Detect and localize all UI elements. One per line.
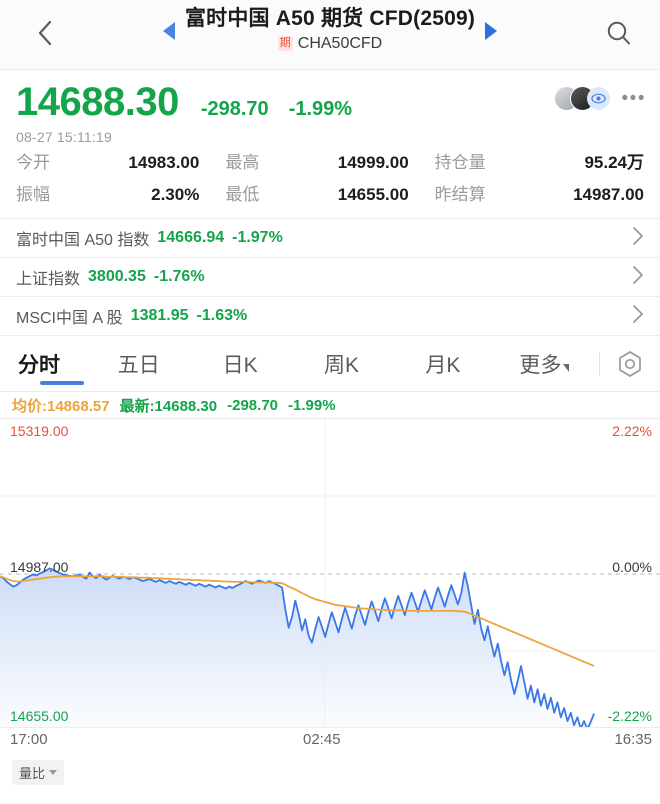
- chart-avg-price: 均价:14868.57: [12, 397, 110, 415]
- index-percent: -1.76%: [153, 268, 205, 285]
- intraday-chart[interactable]: 15319.00 2.22% 14987.00 0.00% 14655.00 -…: [0, 418, 660, 728]
- stat-label: 昨结算: [434, 184, 486, 204]
- price-change: -298.70: [200, 98, 269, 120]
- stat-open-interest: 持仓量 95.24万: [435, 148, 644, 173]
- index-name: 上证指数: [16, 271, 81, 288]
- eye-glyph-icon: [590, 93, 606, 104]
- symbol-line: 期 CHA50CFD: [0, 34, 660, 54]
- y-axis-max-pct: 2.22%: [612, 423, 652, 439]
- stat-value: 2.30%: [151, 184, 200, 204]
- y-axis-min-pct: -2.22%: [607, 708, 652, 724]
- app-header: 富时中国 A50 期货 CFD(2509) 期 CHA50CFD: [0, 0, 660, 70]
- stat-value: 14999.00: [337, 152, 409, 172]
- stat-low: 最低 14655.00: [225, 180, 434, 205]
- more-dots-icon[interactable]: •••: [621, 87, 646, 109]
- price-change-percent: -1.99%: [288, 98, 353, 120]
- gear-hex-icon: [619, 350, 641, 377]
- chevron-left-icon: [38, 20, 52, 46]
- index-row-msci[interactable]: MSCI中国 A 股 1381.95 -1.63%: [0, 297, 660, 336]
- chart-info-line: 均价:14868.57 最新:14688.30 -298.70 -1.99%: [0, 392, 660, 418]
- chart-canvas: [0, 419, 660, 727]
- index-value: 3800.35: [88, 268, 146, 285]
- y-axis-mid-pct: 0.00%: [612, 559, 652, 575]
- symbol-code: CHA50CFD: [297, 35, 383, 52]
- stat-high: 最高 14999.00: [225, 148, 434, 173]
- tab-five-day[interactable]: 五日: [117, 353, 160, 377]
- divider: [599, 351, 601, 376]
- price-area: [0, 568, 594, 727]
- x-axis: 17:00 02:45 16:35: [0, 728, 660, 754]
- quote-timestamp: 08-27 15:11:19: [16, 129, 112, 145]
- x-tick-middle: 02:45: [303, 731, 341, 748]
- stat-label: 最低: [225, 184, 260, 204]
- x-tick-start: 17:00: [10, 731, 48, 748]
- chart-tabs: 分时 五日 日K 周K 月K 更多: [0, 336, 660, 392]
- tab-weekly-k[interactable]: 周K: [324, 353, 360, 377]
- y-axis-min-price: 14655.00: [10, 708, 69, 724]
- quote-block: 14688.30 -298.70 -1.99% 08-27 15:11:19 •…: [0, 70, 660, 145]
- index-value: 1381.95: [130, 307, 189, 324]
- index-percent: -1.63%: [196, 307, 248, 324]
- index-percent: -1.97%: [232, 229, 283, 246]
- quote-actions: •••: [553, 86, 646, 111]
- caret-down-icon: [563, 363, 570, 372]
- tab-more[interactable]: 更多: [494, 336, 595, 392]
- search-icon: [607, 21, 630, 45]
- stat-value: 95.24万: [584, 152, 644, 172]
- tab-monthly-k[interactable]: 月K: [425, 353, 461, 377]
- stat-label: 今开: [16, 152, 50, 172]
- index-value: 14666.94: [157, 229, 225, 246]
- index-name: 富时中国 A50 指数: [16, 232, 150, 249]
- stats-grid: 今开 14983.00 最高 14999.00 持仓量 95.24万 振幅 2.…: [0, 142, 660, 219]
- index-row-a50[interactable]: 富时中国 A50 指数 14666.94 -1.97%: [0, 219, 660, 258]
- chevron-right-icon: [632, 304, 644, 329]
- stat-open: 今开 14983.00: [16, 148, 225, 173]
- title-block: 富时中国 A50 期货 CFD(2509) 期 CHA50CFD: [0, 6, 660, 54]
- next-symbol-button[interactable]: [485, 22, 497, 40]
- eye-watch-icon[interactable]: [586, 87, 610, 110]
- tab-more-label: 更多: [519, 353, 562, 377]
- tab-daily-k[interactable]: 日K: [222, 353, 258, 377]
- average-line: [0, 575, 595, 667]
- chart-settings-button[interactable]: [604, 350, 656, 378]
- volume-panel: 量比: [0, 754, 660, 785]
- chevron-right-icon: [632, 265, 644, 290]
- stat-label: 持仓量: [434, 152, 486, 172]
- index-row-sse[interactable]: 上证指数 3800.35 -1.76%: [0, 258, 660, 297]
- stat-value: 14983.00: [128, 152, 200, 172]
- chevron-right-icon: [632, 226, 644, 251]
- prev-symbol-button[interactable]: [163, 22, 175, 40]
- tab-minute[interactable]: 分时: [18, 336, 88, 392]
- futures-badge: 期: [277, 35, 293, 51]
- chart-last-price: 最新:14688.30: [119, 397, 218, 415]
- chart-change: -298.70: [227, 396, 278, 414]
- y-axis-mid-price: 14987.00: [10, 559, 69, 575]
- page-title: 富时中国 A50 期货 CFD(2509): [184, 7, 476, 30]
- stat-label: 最高: [225, 152, 260, 172]
- volume-ratio-label: 量比: [19, 766, 46, 781]
- chart-change-percent: -1.99%: [288, 396, 336, 414]
- stat-label: 振幅: [16, 184, 50, 204]
- stat-value: 14655.00: [337, 184, 409, 204]
- stats-row: 今开 14983.00 最高 14999.00 持仓量 95.24万: [16, 144, 644, 176]
- back-button[interactable]: [30, 16, 60, 50]
- chevron-down-icon: [49, 770, 58, 775]
- x-tick-end: 16:35: [614, 731, 652, 748]
- stat-amplitude: 振幅 2.30%: [16, 180, 225, 205]
- search-button[interactable]: [602, 16, 636, 50]
- stat-value: 14987.00: [573, 184, 644, 204]
- price-line: [0, 567, 595, 727]
- stats-row: 振幅 2.30% 最低 14655.00 昨结算 14987.00: [16, 176, 644, 208]
- volume-ratio-dropdown[interactable]: 量比: [12, 760, 65, 785]
- last-price: 14688.30: [16, 80, 179, 124]
- y-axis-max-price: 15319.00: [10, 423, 69, 439]
- stat-prev-settlement: 昨结算 14987.00: [435, 180, 644, 205]
- index-name: MSCI中国 A 股: [16, 310, 123, 327]
